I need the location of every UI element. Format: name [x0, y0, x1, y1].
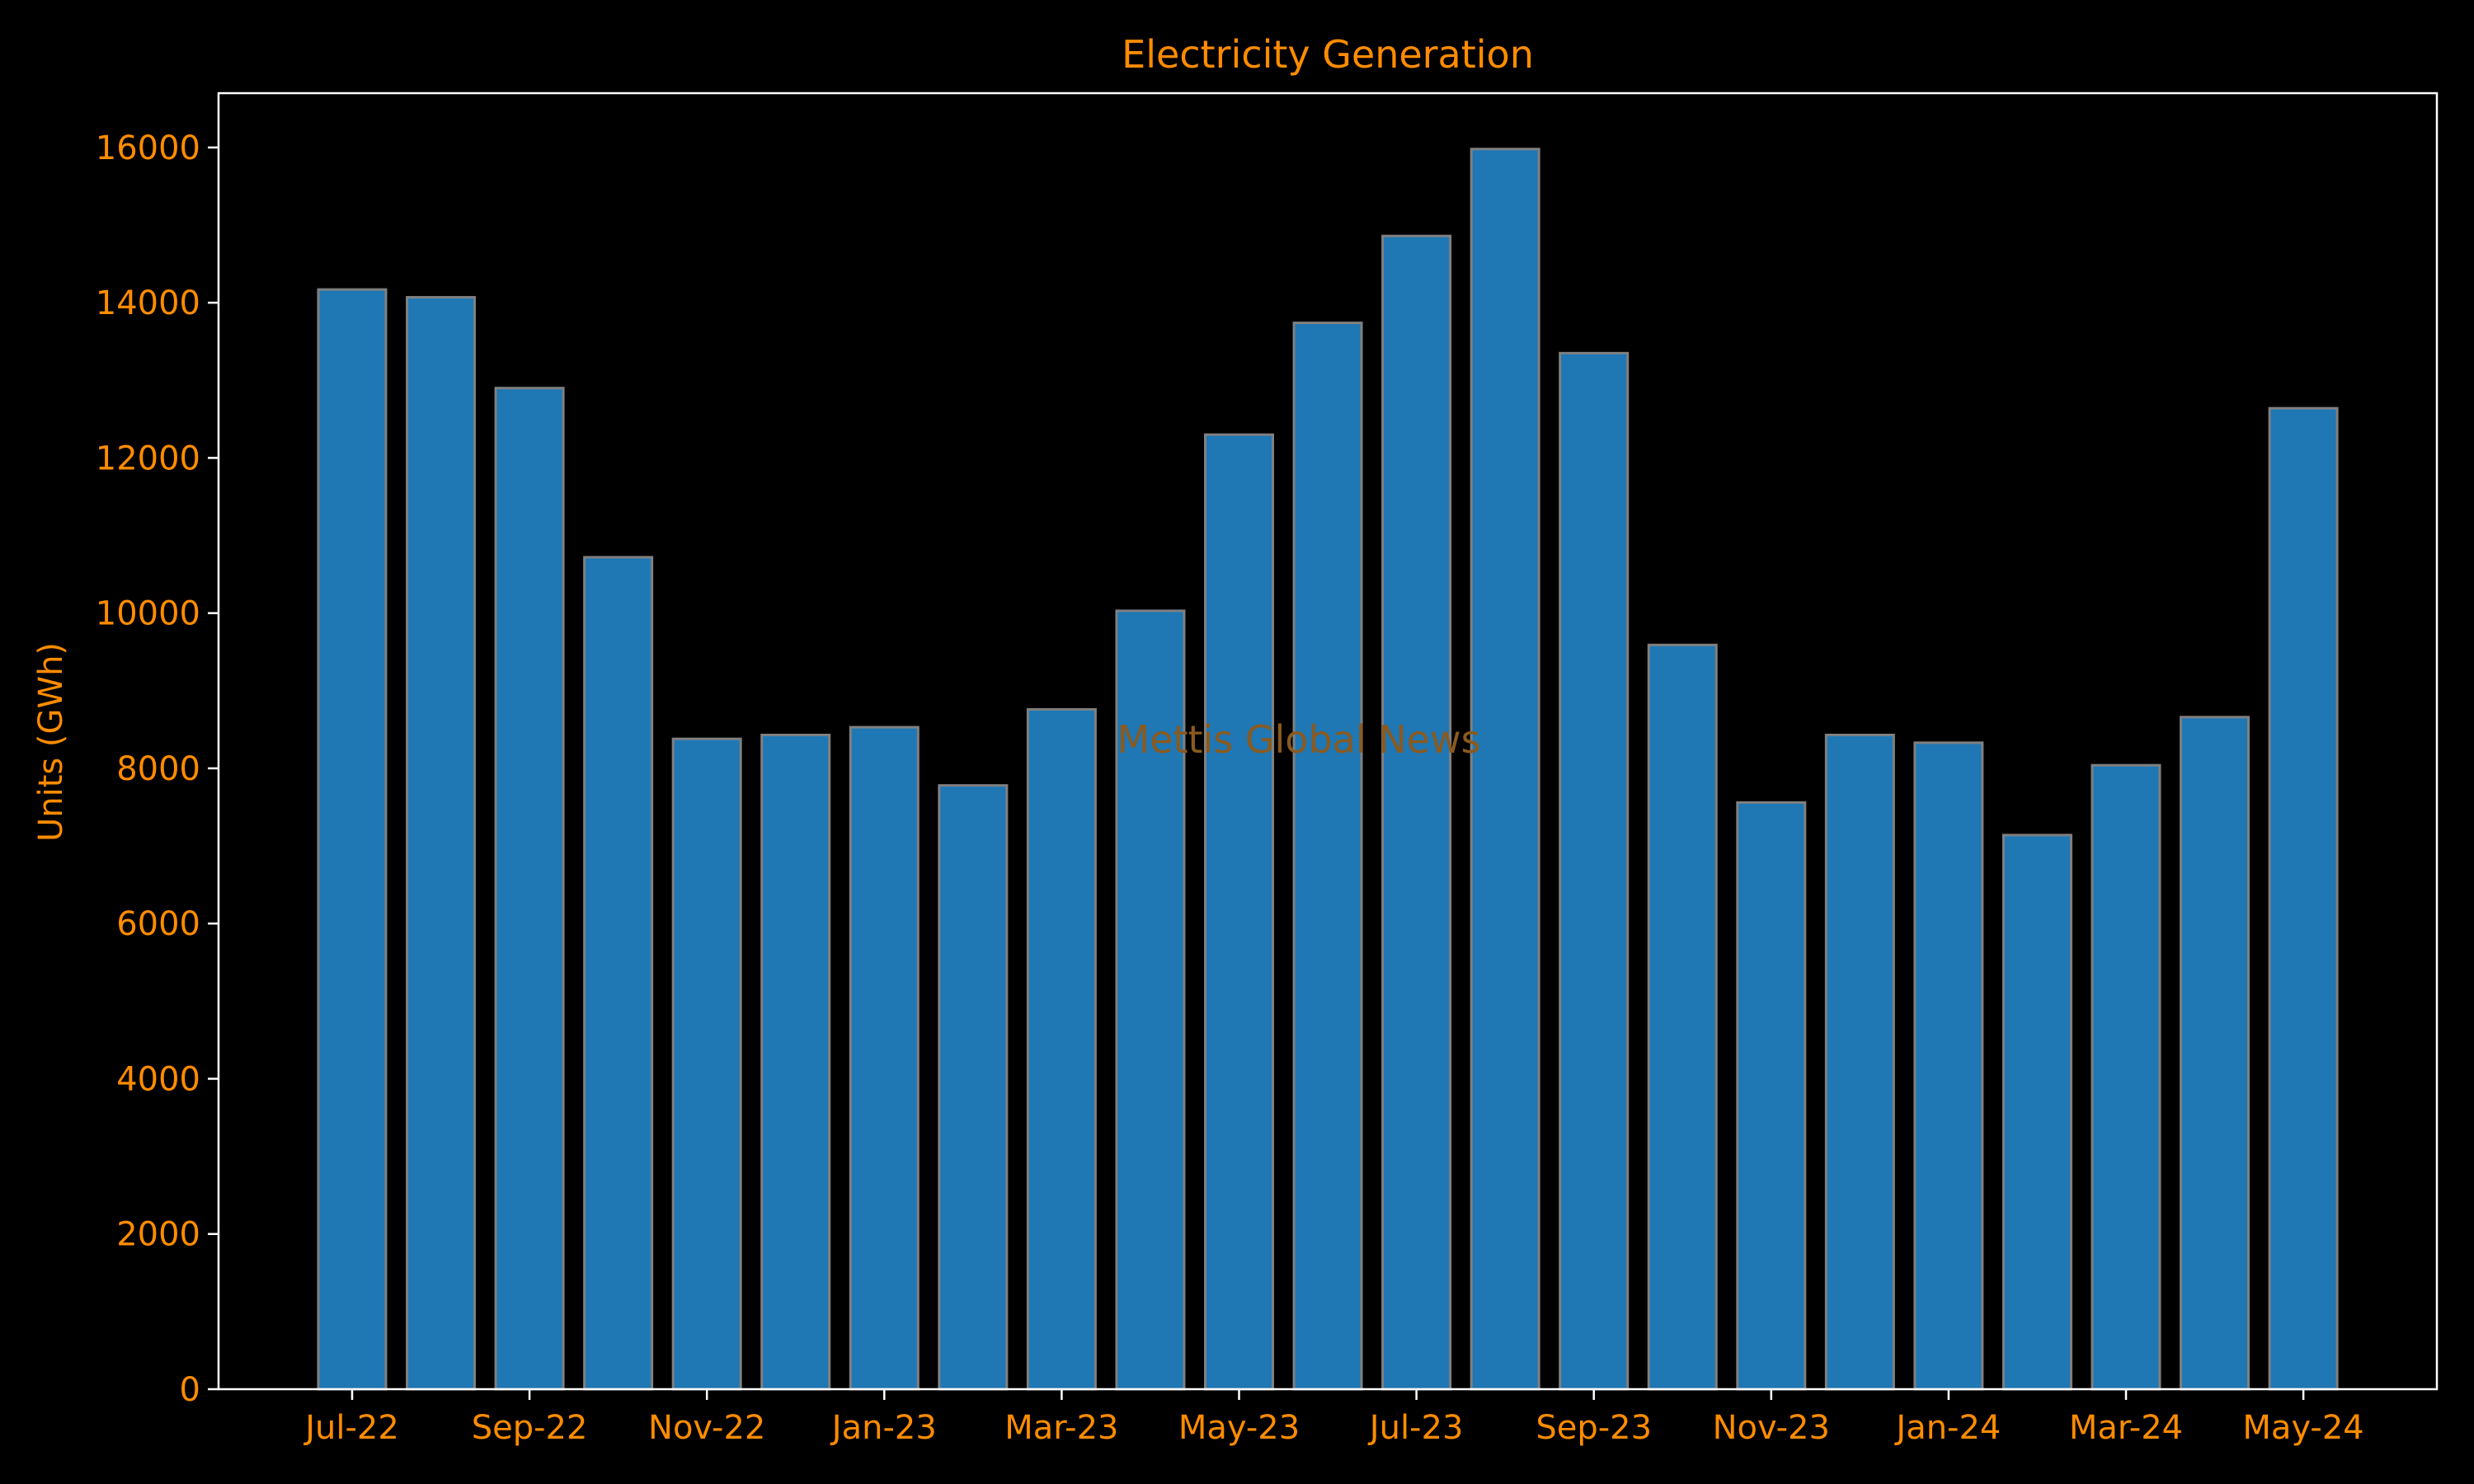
watermark: Mettis Global News	[1117, 717, 1480, 762]
x-tick-label: Jul-23	[1367, 1409, 1464, 1447]
bar-apr-23	[1115, 609, 1186, 1391]
bar-mar-23	[1026, 707, 1097, 1391]
bar-jul-22	[317, 288, 388, 1391]
y-tick-label: 10000	[96, 595, 200, 633]
bar-may-24	[2268, 406, 2339, 1391]
y-tick-label: 4000	[116, 1060, 200, 1098]
bar-dec-22	[760, 733, 831, 1391]
bar-sep-22	[494, 387, 565, 1391]
x-tick-label: Jul-22	[303, 1409, 399, 1447]
bar-aug-22	[406, 296, 477, 1391]
x-tick-label: Sep-22	[472, 1409, 588, 1447]
bar-feb-23	[938, 784, 1009, 1391]
bars-layer	[317, 148, 2339, 1391]
bar-sep-23	[1559, 351, 1630, 1391]
x-tick-label: Mar-23	[1004, 1409, 1118, 1447]
bar-oct-23	[1647, 643, 1718, 1391]
y-tick-label: 8000	[116, 750, 200, 788]
y-tick-label: 12000	[96, 439, 200, 477]
bar-dec-23	[1824, 733, 1895, 1391]
x-tick-label: May-24	[2242, 1409, 2363, 1447]
bar-aug-23	[1470, 148, 1540, 1391]
y-tick-label: 14000	[96, 284, 200, 322]
y-tick-label: 6000	[116, 905, 200, 943]
y-axis-label: Units (GWh)	[32, 642, 70, 842]
bar-nov-22	[671, 737, 742, 1391]
bar-jul-23	[1381, 234, 1452, 1391]
chart-title: Electricity Generation	[1122, 32, 1534, 77]
bar-apr-24	[2180, 716, 2251, 1391]
bar-jun-23	[1292, 322, 1363, 1391]
y-tick-label: 16000	[96, 129, 200, 167]
x-tick-label: Jan-24	[1893, 1409, 2001, 1447]
bar-jan-24	[1913, 741, 1984, 1391]
x-tick-label: Mar-24	[2069, 1409, 2183, 1447]
axes-frame	[217, 92, 2439, 1391]
bar-nov-23	[1736, 801, 1807, 1391]
x-tick-label: May-23	[1178, 1409, 1300, 1447]
y-axis: 0 2000 4000 6000 8000 10000 12000 14000 16000	[96, 129, 219, 1409]
bar-may-23	[1204, 433, 1274, 1391]
y-tick-label: 2000	[116, 1216, 200, 1254]
x-axis: Jul-22 Sep-22 Nov-22 Jan-23 Mar-23 May-23 Jul-…	[303, 1389, 2364, 1447]
x-tick-label: Jan-23	[830, 1409, 937, 1447]
bar-mar-24	[2091, 763, 2161, 1391]
x-tick-label: Nov-23	[1713, 1409, 1830, 1447]
x-tick-label: Sep-23	[1536, 1409, 1652, 1447]
y-tick-label: 0	[180, 1371, 200, 1409]
bar-jan-23	[849, 726, 920, 1391]
bar-feb-24	[2001, 834, 2072, 1391]
bar-oct-22	[583, 556, 654, 1391]
x-tick-label: Nov-22	[648, 1409, 765, 1447]
